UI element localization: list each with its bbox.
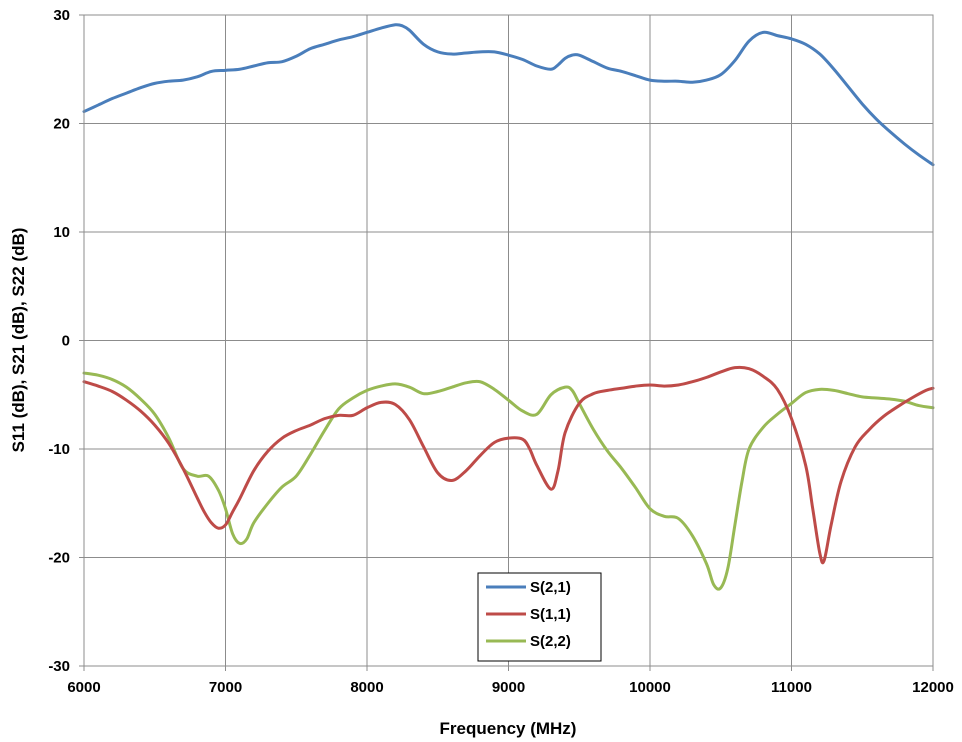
x-tick-label: 6000 xyxy=(67,679,100,696)
x-tick-label: 9000 xyxy=(492,679,525,696)
series-line-s-2-2 xyxy=(82,371,935,591)
x-tick-label: 7000 xyxy=(209,679,242,696)
x-tick-label: 8000 xyxy=(350,679,383,696)
series-line-s-1-1 xyxy=(82,365,935,565)
series-line-s-2-1 xyxy=(82,23,935,167)
y-axis-title: S11 (dB), S21 (dB), S22 (dB) xyxy=(9,228,28,453)
y-tick-label: -10 xyxy=(48,441,70,458)
y-tick-label: 10 xyxy=(53,224,70,241)
y-tick-label: -20 xyxy=(48,550,70,567)
y-tick-label: 20 xyxy=(53,116,70,133)
y-tick-label: -30 xyxy=(48,658,70,675)
legend-label-s-2-2: S(2,2) xyxy=(530,633,571,650)
y-tick-label: 0 xyxy=(62,333,70,350)
x-tick-label: 11000 xyxy=(771,679,812,696)
legend-label-s-2-1: S(2,1) xyxy=(530,579,571,596)
legend-label-s-1-1: S(1,1) xyxy=(530,606,571,623)
legend: S(2,1) S(1,1) S(2,2) xyxy=(477,572,602,662)
x-tick-labels: 6000 7000 8000 9000 10000 11000 12000 xyxy=(67,666,954,696)
series-lines xyxy=(82,23,935,591)
y-tick-label: 30 xyxy=(53,7,70,24)
x-tick-label: 10000 xyxy=(629,679,671,696)
x-axis-title: Frequency (MHz) xyxy=(440,719,577,738)
x-tick-label: 12000 xyxy=(912,679,954,696)
y-tick-labels: -30 -20 -10 0 10 20 30 xyxy=(48,7,84,675)
